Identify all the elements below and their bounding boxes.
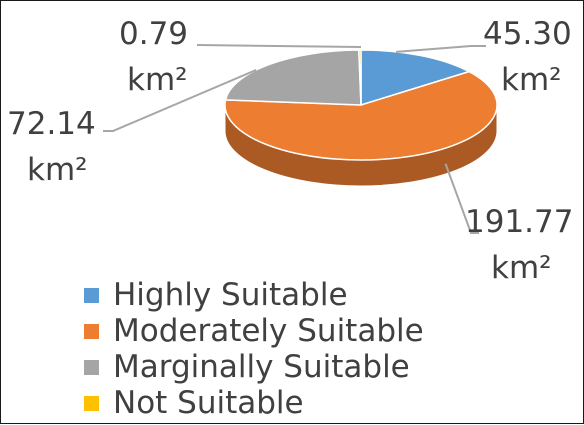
- data-label-moderately-suitable: 191.77 km²: [465, 199, 573, 291]
- leader-line-highly-suitable: [396, 45, 486, 53]
- pie-slice-highly-suitable: [360, 49, 471, 107]
- data-label-value: 45.30: [483, 16, 572, 52]
- data-label-unit: km²: [127, 62, 188, 98]
- data-label-highly-suitable: 45.30 km²: [477, 11, 572, 103]
- legend-label: Moderately Suitable: [113, 313, 424, 349]
- legend-swatch: [84, 359, 99, 375]
- legend-swatch: [84, 395, 99, 411]
- leader-line-not-suitable: [196, 44, 362, 48]
- pie-slice-not-suitable: [358, 49, 362, 106]
- pie-slice-moderately-suitable: [224, 70, 498, 161]
- pie-slice-marginally-suitable: [224, 49, 362, 106]
- legend-label: Highly Suitable: [113, 277, 348, 313]
- legend-item-highly-suitable: Highly Suitable: [84, 277, 424, 313]
- data-label-unit: km²: [491, 250, 552, 286]
- legend: Highly Suitable Moderately Suitable Marg…: [84, 277, 424, 421]
- legend-item-moderately-suitable: Moderately Suitable: [84, 313, 424, 349]
- legend-label: Not Suitable: [113, 385, 304, 421]
- leader-line-marginally-suitable: [103, 68, 257, 132]
- legend-swatch: [84, 287, 99, 303]
- leader-line-moderately-suitable: [444, 163, 479, 234]
- data-label-value: 72.14: [7, 106, 96, 142]
- legend-swatch: [84, 323, 99, 339]
- data-label-not-suitable: 0.79 km²: [119, 11, 188, 103]
- data-label-unit: km²: [501, 62, 562, 98]
- legend-item-marginally-suitable: Marginally Suitable: [84, 349, 424, 385]
- data-label-marginally-suitable: 72.14 km²: [7, 101, 96, 193]
- legend-label: Marginally Suitable: [113, 349, 410, 385]
- data-label-value: 191.77: [465, 204, 574, 240]
- data-label-value: 0.79: [119, 16, 189, 52]
- data-label-unit: km²: [27, 152, 88, 188]
- legend-item-not-suitable: Not Suitable: [84, 385, 424, 421]
